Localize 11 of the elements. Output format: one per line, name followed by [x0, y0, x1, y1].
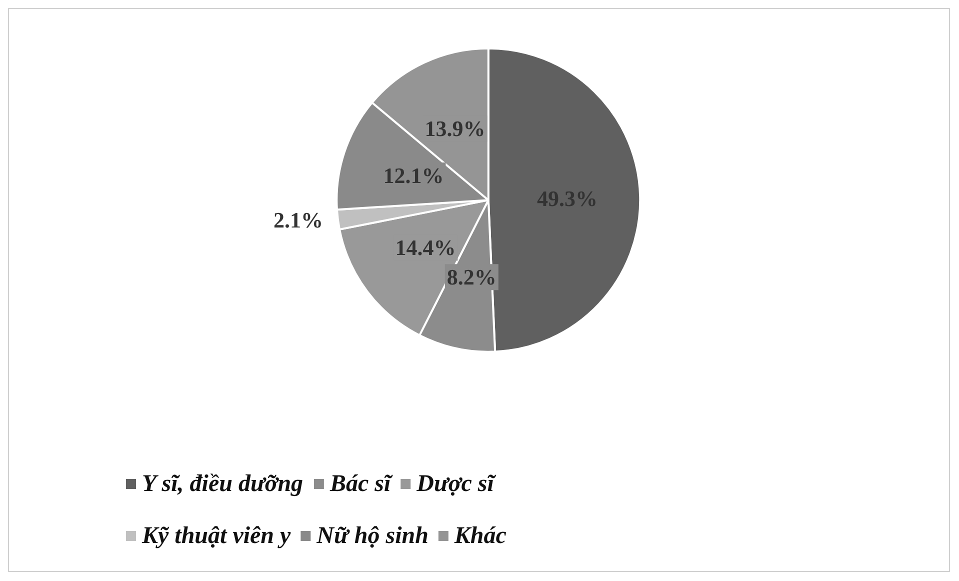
legend-label: Khác: [453, 523, 507, 549]
data-label: 13.9%: [424, 116, 486, 142]
legend-label: Y sĩ, điều dưỡng: [142, 471, 304, 497]
legend-label: Nữ hộ sinh: [316, 523, 428, 549]
legend-label: Dược sĩ: [416, 471, 496, 497]
data-label: 12.1%: [383, 162, 444, 188]
data-label: 8.2%: [446, 264, 496, 290]
data-label: 2.1%: [273, 208, 323, 233]
legend-label: Bác sĩ: [328, 471, 393, 497]
legend-label: Kỹ thuật viên y: [141, 523, 292, 549]
data-label: 14.4%: [395, 235, 456, 260]
